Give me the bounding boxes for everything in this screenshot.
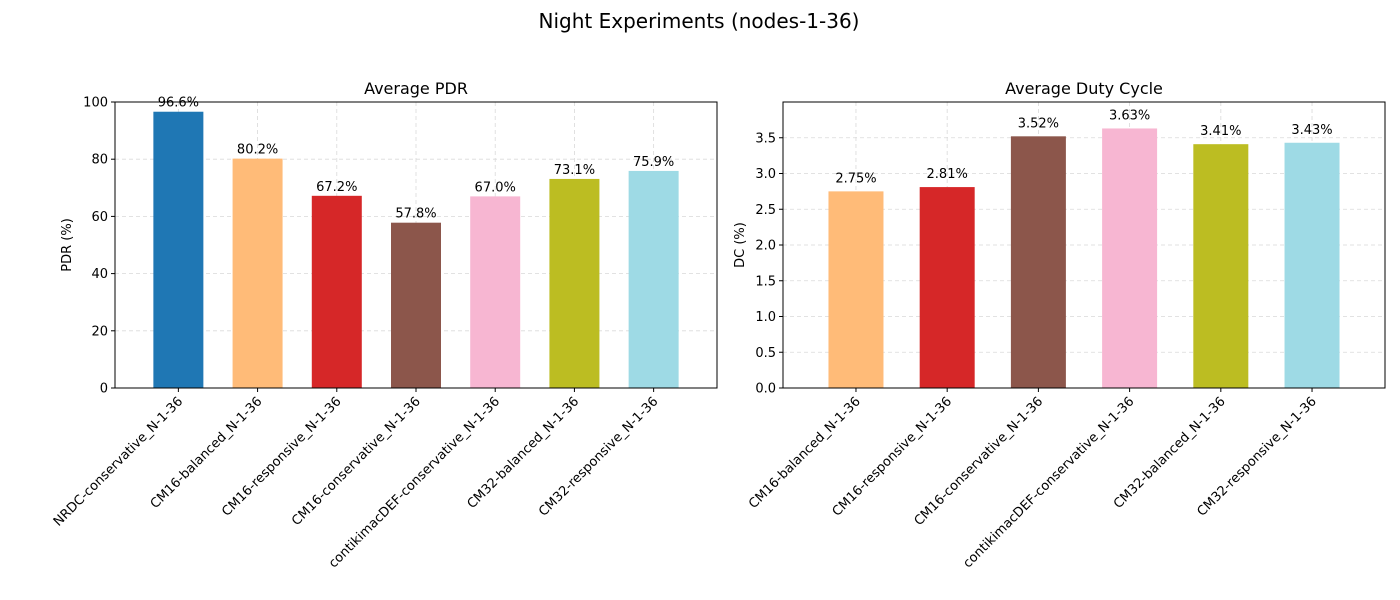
dc-y-tick-label: 0.0 [755,382,776,397]
pdr-panel: Average PDR PDR (%) 96.6% 80.2% 67.2% 57.8%… [51,79,718,571]
dc-y-tick-label: 3.0 [755,167,776,182]
pdr-data-label: 67.2% [316,180,357,195]
pdr-y-tick-label: 100 [83,96,108,111]
pdr-y-tick-label: 0 [100,382,108,397]
pdr-data-label: 96.6% [158,96,199,111]
pdr-y-tick-label: 20 [91,324,108,339]
dc-data-label: 2.75% [835,171,876,186]
dc-bar [1010,136,1066,388]
pdr-data-label: 67.0% [475,180,516,195]
dc-y-tick-label: 2.5 [755,203,776,218]
pdr-bar [232,158,283,388]
pdr-data-label: 80.2% [237,143,278,158]
pdr-x-tick-label: CM16-conservative_N-1-36 [289,394,424,529]
dc-y-tick-label: 1.0 [755,310,776,325]
duty-cycle-panel-title: Average Duty Cycle [1005,79,1163,98]
dc-y-tick-label: 3.5 [755,131,776,146]
pdr-y-tick-label: 40 [91,267,108,282]
dc-bar [919,187,975,388]
dc-y-tick-label: 2.0 [755,239,776,254]
dc-bar [828,191,884,388]
dc-data-label: 3.52% [1018,116,1059,131]
pdr-x-tick-label: NRDC-conservative_N-1-36 [51,394,186,529]
pdr-panel-title: Average PDR [364,79,468,98]
pdr-bar [470,196,521,388]
pdr-y-tick-label: 60 [91,210,108,225]
dc-bar [1193,144,1249,388]
pdr-bar [391,222,441,388]
pdr-bar [628,170,679,388]
dc-y-tick-label: 1.5 [755,274,776,289]
pdr-data-label: 57.8% [395,207,436,222]
pdr-bar [153,111,204,388]
dc-data-label: 3.63% [1109,108,1150,123]
dc-data-label: 3.43% [1291,123,1332,138]
duty-cycle-panel: Average Duty Cycle DC (%) 2.75% 2.81%3.52… [733,79,1386,571]
dc-y-tick-label: 0.5 [755,346,776,361]
pdr-bar [311,195,362,388]
dc-bar [1284,142,1340,388]
pdr-data-label: 73.1% [554,163,595,178]
pdr-y-axis-label: PDR (%) [60,218,75,272]
dc-x-tick-label: contikimacDEF-conservative_N-1-36 [960,394,1137,571]
duty-cycle-y-axis-label: DC (%) [733,222,748,268]
figure-title: Night Experiments (nodes-1-36) [539,9,860,33]
dc-bar [1102,128,1158,388]
dc-data-label: 2.81% [927,167,968,182]
pdr-y-tick-label: 80 [91,153,108,168]
pdr-bar [549,178,600,388]
pdr-data-label: 75.9% [633,155,674,170]
pdr-x-tick-label: contikimacDEF-conservative_N-1-36 [326,394,503,571]
dc-data-label: 3.41% [1200,124,1241,139]
